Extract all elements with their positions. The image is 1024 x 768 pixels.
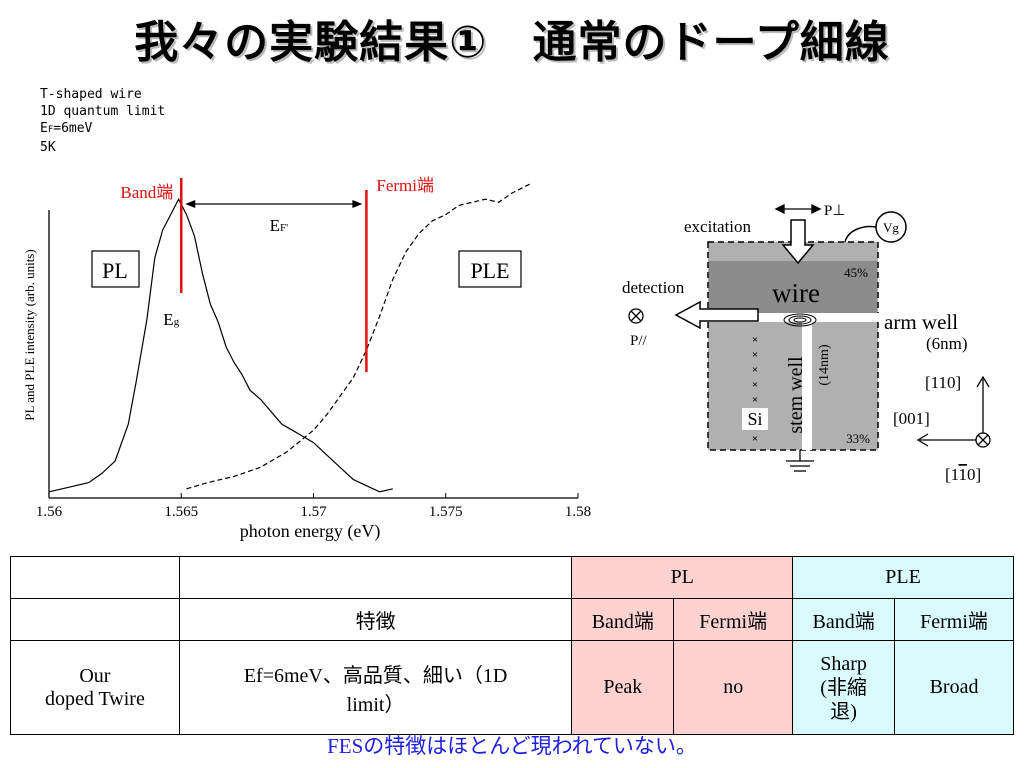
polarization-perp-arrow-icon: [774, 203, 822, 215]
comparison-table: PL PLE 特徴 Band端 Fermi端 Band端 Fermi端 Our …: [10, 556, 1014, 735]
fermi-edge-label: Fermi端: [376, 176, 434, 195]
t-wire-structure-diagram: wire 45% 33% excitation P⊥ Vg detection …: [622, 203, 991, 484]
pl-fermi-cell: no: [673, 640, 794, 735]
detection-label: detection: [622, 278, 685, 297]
x-tick-label: 1.58: [565, 504, 591, 520]
ple-fermi-cell: Broad: [894, 640, 1014, 735]
svg-text:×: ×: [752, 433, 758, 445]
conclusion-note: FESの特徴はほとんど現われていない。: [327, 734, 697, 758]
stem-well-thickness: (14nm): [817, 344, 832, 386]
condition-temperature: 5K: [40, 140, 56, 155]
sample-feature-cell: Ef=6meV、高品質、細い（1D limit）: [178, 640, 573, 735]
svg-text:×: ×: [752, 379, 758, 391]
svg-text:×: ×: [752, 364, 758, 376]
top-percent-label: 45%: [844, 265, 868, 280]
pl-band-header: Band端: [571, 598, 675, 641]
into-page-icon: [628, 308, 644, 324]
stem-well-label: stem well: [785, 356, 807, 434]
arm-well-thickness: (6nm): [926, 334, 968, 353]
direction-up-arrow-icon: [976, 375, 990, 433]
bottom-percent-label: 33%: [846, 431, 870, 446]
p-perp-label: P⊥: [824, 203, 845, 219]
band-edge-label: Band端: [120, 183, 173, 202]
svg-text:×: ×: [752, 394, 758, 406]
page-title: 我々の実験結果① 通常のドープ細線: [134, 17, 890, 68]
table-empty-header: [178, 556, 573, 599]
p-parallel-label: P//: [630, 333, 648, 349]
pl-group-header: PL: [571, 556, 794, 599]
direction-left-arrow-icon: [916, 433, 976, 447]
y-axis-label: PL and PLE intensity (arb. units): [22, 249, 37, 420]
condition-wire: T-shaped wire: [40, 87, 142, 102]
series-ple-line: [186, 183, 531, 490]
eg-label: Eg: [163, 310, 179, 329]
ple-group-header: PLE: [792, 556, 1014, 599]
ple-box: [458, 250, 522, 288]
wavefunction-contour-icon: [783, 313, 817, 327]
sample-name-cell: Our doped Twire: [10, 640, 180, 735]
direction-110-label: [110]: [925, 373, 961, 392]
vg-label: Vg: [883, 220, 899, 235]
excitation-arrow-icon: [781, 219, 815, 265]
pl-ple-spectrum-chart: 1.56 1.565 1.57 1.575 1.58 Band端 Fermi端 EF' Eg P…: [22, 176, 591, 542]
svg-text:×: ×: [752, 334, 758, 346]
condition-limit: 1D quantum limit: [40, 104, 166, 119]
x-tick-label: 1.565: [164, 504, 198, 520]
ple-box-label: PLE: [470, 258, 509, 283]
gate-circle-icon: [875, 211, 907, 243]
arm-well-label: arm well: [884, 310, 958, 334]
condition-ef: EF=6meV: [40, 121, 93, 136]
table-corner-cell: [10, 556, 180, 599]
ef-arrow-left-icon: [185, 200, 196, 208]
table-name-header: [10, 598, 180, 641]
pl-box: [91, 250, 140, 288]
pl-box-label: PL: [102, 258, 128, 283]
direction-into-page-icon: [975, 432, 991, 448]
excitation-label: excitation: [684, 217, 752, 236]
direction-001-label: [001]: [893, 409, 930, 428]
x-axis-label: photon energy (eV): [240, 521, 381, 542]
wire-region: [709, 261, 877, 313]
ground-icon: [786, 450, 814, 472]
gate-wire: [844, 225, 877, 243]
si-label-box: [742, 408, 768, 430]
table-row: Our doped Twire Ef=6meV、高品質、細い（1D limit）…: [10, 640, 1014, 735]
ple-fermi-header: Fermi端: [894, 598, 1014, 641]
x-tick-label: 1.575: [429, 504, 463, 520]
ef-arrow-right-icon: [352, 200, 363, 208]
ple-band-cell: Sharp (非縮 退): [792, 640, 896, 735]
wire-label: wire: [772, 278, 820, 308]
pl-band-cell: Peak: [571, 640, 675, 735]
x-tick-label: 1.56: [36, 504, 63, 520]
x-tick-label: 1.57: [300, 504, 327, 520]
direction-1-10-label: [110]: [945, 465, 981, 484]
series-pl-line: [48, 197, 393, 493]
svg-text:×: ×: [752, 349, 758, 361]
feature-header: 特徴: [178, 598, 573, 641]
experiment-conditions: T-shaped wire 1D quantum limit EF=6meV 5…: [40, 86, 165, 156]
stem-well-stripe: [802, 322, 812, 450]
ple-band-header: Band端: [792, 598, 896, 641]
ef-prime-label: EF': [270, 216, 289, 235]
detection-arrow-icon: [674, 300, 759, 330]
si-doping-marks: × × × × × ×: [752, 334, 758, 445]
pl-fermi-header: Fermi端: [673, 598, 794, 641]
si-label: Si: [747, 409, 762, 429]
